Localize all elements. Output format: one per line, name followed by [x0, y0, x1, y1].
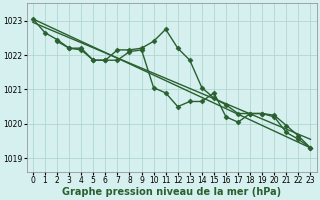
X-axis label: Graphe pression niveau de la mer (hPa): Graphe pression niveau de la mer (hPa) — [62, 187, 281, 197]
